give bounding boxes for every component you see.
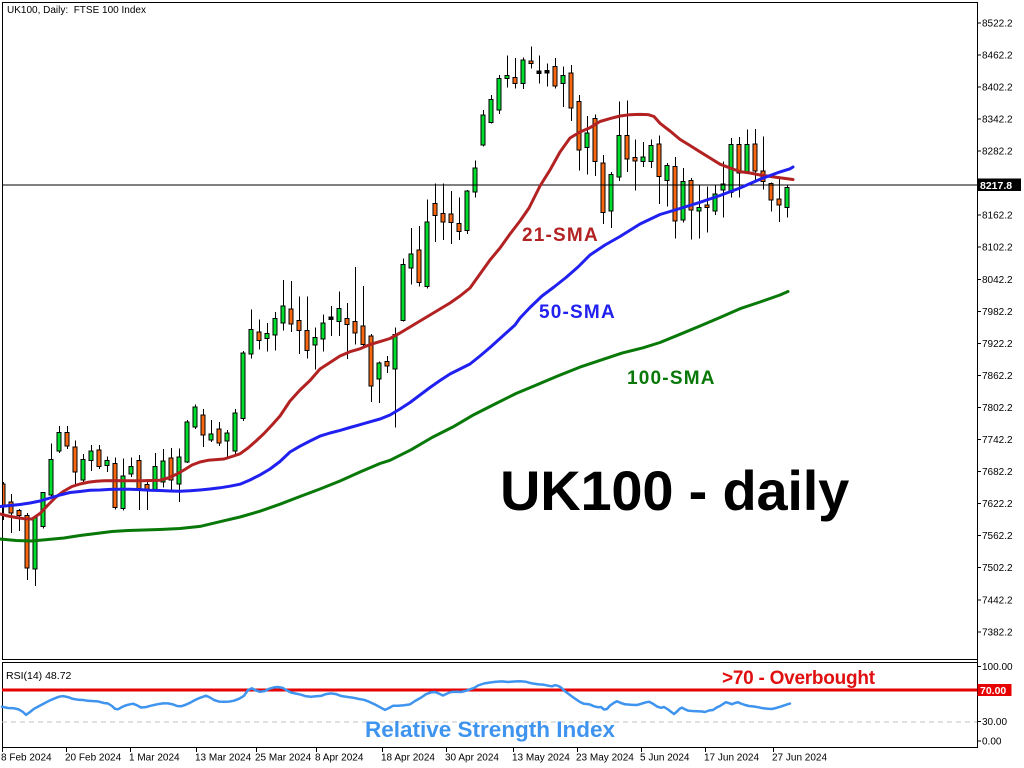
svg-text:13 May 2024: 13 May 2024 bbox=[512, 753, 570, 764]
svg-text:70.00: 70.00 bbox=[980, 685, 1006, 697]
svg-text:8102.2: 8102.2 bbox=[982, 243, 1013, 254]
svg-text:7562.2: 7562.2 bbox=[982, 531, 1013, 542]
svg-text:17 Jun 2024: 17 Jun 2024 bbox=[704, 753, 759, 764]
svg-text:7682.2: 7682.2 bbox=[982, 467, 1013, 478]
svg-text:0.00: 0.00 bbox=[982, 737, 1002, 748]
svg-text:50-SMA: 50-SMA bbox=[539, 302, 616, 323]
svg-text:7742.2: 7742.2 bbox=[982, 435, 1013, 446]
svg-text:8462.2: 8462.2 bbox=[982, 50, 1013, 61]
svg-text:8282.2: 8282.2 bbox=[982, 147, 1013, 158]
svg-text:5 Jun 2024: 5 Jun 2024 bbox=[640, 753, 690, 764]
svg-text:1 Mar 2024: 1 Mar 2024 bbox=[129, 753, 180, 764]
svg-text:7802.2: 7802.2 bbox=[982, 403, 1013, 414]
svg-text:7442.2: 7442.2 bbox=[982, 595, 1013, 606]
svg-text:21-SMA: 21-SMA bbox=[522, 225, 599, 246]
svg-text:7982.2: 7982.2 bbox=[982, 307, 1013, 318]
svg-text:7922.2: 7922.2 bbox=[982, 339, 1013, 350]
svg-text:7622.2: 7622.2 bbox=[982, 499, 1013, 510]
svg-text:23 May 2024: 23 May 2024 bbox=[576, 753, 634, 764]
svg-text:30 Apr 2024: 30 Apr 2024 bbox=[445, 753, 499, 764]
svg-text:7382.2: 7382.2 bbox=[982, 627, 1013, 638]
svg-text:8 Feb 2024: 8 Feb 2024 bbox=[1, 753, 52, 764]
svg-text:UK100, Daily: FTSE 100 Index: UK100, Daily: FTSE 100 Index bbox=[7, 5, 146, 16]
svg-text:8217.8: 8217.8 bbox=[980, 180, 1012, 192]
svg-text:8402.2: 8402.2 bbox=[982, 83, 1013, 94]
svg-text:100-SMA: 100-SMA bbox=[627, 368, 716, 389]
svg-text:8042.2: 8042.2 bbox=[982, 275, 1013, 286]
svg-text:8162.2: 8162.2 bbox=[982, 211, 1013, 222]
svg-text:30.00: 30.00 bbox=[982, 717, 1007, 728]
svg-text:7502.2: 7502.2 bbox=[982, 563, 1013, 574]
svg-text:UK100 - daily: UK100 - daily bbox=[500, 459, 849, 522]
svg-text:100.00: 100.00 bbox=[982, 662, 1013, 673]
svg-text:Relative Strength Index: Relative Strength Index bbox=[365, 717, 616, 742]
svg-text:27 Jun 2024: 27 Jun 2024 bbox=[772, 753, 827, 764]
svg-text:RSI(14) 48.72: RSI(14) 48.72 bbox=[6, 670, 72, 682]
svg-text:7862.2: 7862.2 bbox=[982, 371, 1013, 382]
svg-text:20 Feb 2024: 20 Feb 2024 bbox=[65, 753, 122, 764]
svg-text:18 Apr 2024: 18 Apr 2024 bbox=[381, 753, 435, 764]
svg-text:8342.2: 8342.2 bbox=[982, 115, 1013, 126]
svg-text:8 Apr 2024: 8 Apr 2024 bbox=[315, 753, 364, 764]
svg-text:8522.2: 8522.2 bbox=[982, 18, 1013, 29]
svg-text:>70 - Overbought: >70 - Overbought bbox=[722, 668, 876, 689]
svg-text:13 Mar 2024: 13 Mar 2024 bbox=[195, 753, 252, 764]
svg-text:25 Mar 2024: 25 Mar 2024 bbox=[255, 753, 312, 764]
